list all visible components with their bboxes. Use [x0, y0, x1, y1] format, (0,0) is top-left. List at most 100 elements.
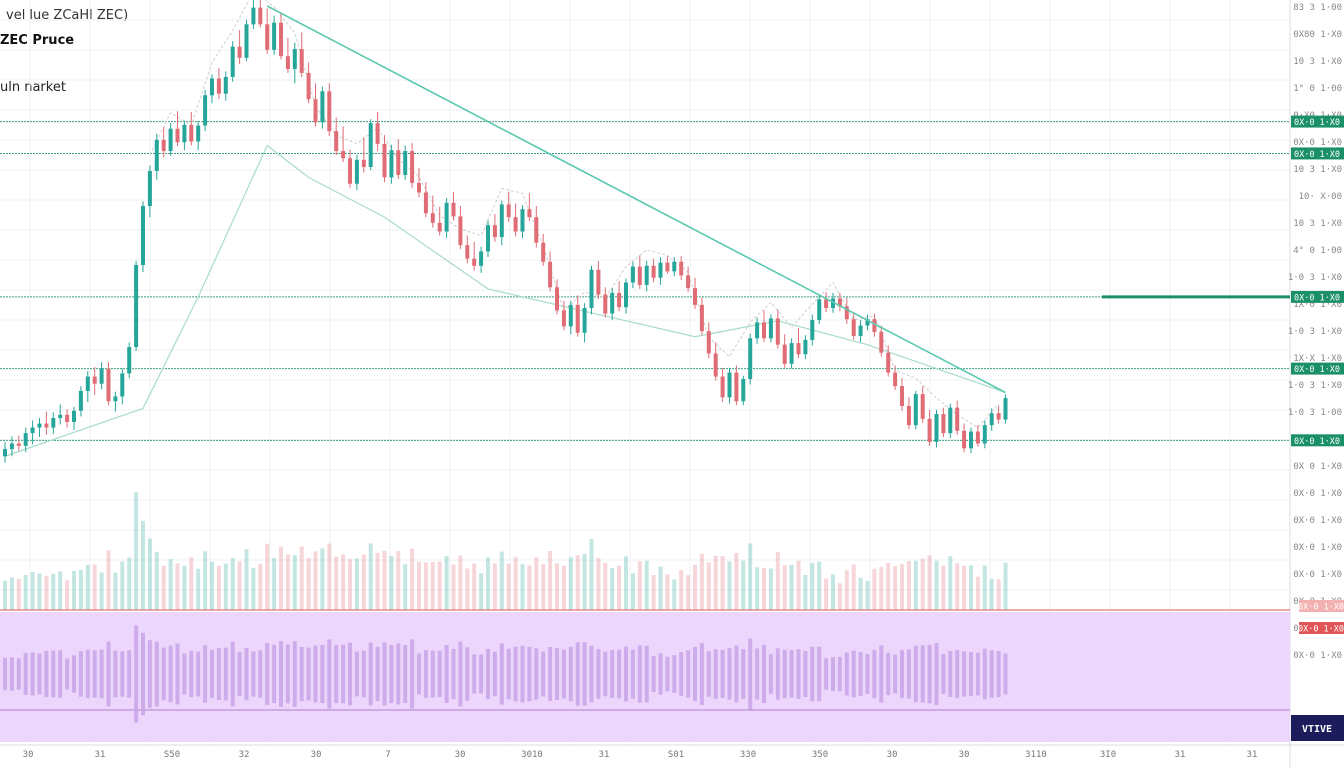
- oscillator-bar: [768, 654, 773, 694]
- volume-bar: [982, 565, 987, 610]
- oscillator-bar: [465, 647, 470, 701]
- oscillator-bar: [969, 651, 973, 697]
- oscillator-bar: [541, 651, 546, 697]
- oscillator-bar: [844, 652, 849, 696]
- candle-body: [782, 344, 787, 364]
- candle-body: [879, 331, 884, 353]
- price-tick-label: 0X·0 1·X0: [1293, 570, 1342, 580]
- oscillator-bar: [693, 646, 697, 702]
- oscillator-bar: [782, 649, 787, 699]
- time-axis[interactable]: 30 31 S50 32 30 7 30 3010 31 S01 330 350 30 30 3110 3I0…: [23, 750, 1258, 760]
- candle-body: [341, 151, 346, 159]
- candle-body: [796, 343, 801, 355]
- volume-bar: [389, 555, 394, 610]
- volume-bar: [941, 565, 946, 610]
- volume-bar: [886, 562, 891, 610]
- candle-body: [810, 319, 815, 340]
- oscillator-bar: [147, 640, 152, 708]
- volume-bar: [486, 557, 490, 610]
- candle-body: [665, 262, 670, 272]
- volume-bar: [796, 560, 801, 610]
- candle-body: [396, 150, 401, 175]
- oscillator-bar: [154, 641, 159, 707]
- volume-bar: [51, 573, 56, 610]
- oscillator-bar: [368, 642, 373, 706]
- volume-bar: [210, 561, 214, 610]
- time-tick-label: 3I0: [1100, 750, 1116, 760]
- volume-bar: [900, 564, 904, 610]
- candle-body: [320, 91, 325, 123]
- volume-bar: [230, 558, 235, 610]
- volume-bar: [92, 564, 97, 610]
- oscillator-bar: [285, 644, 290, 704]
- oscillator-bar: [582, 642, 587, 706]
- candle-body: [658, 262, 663, 278]
- oscillator-bar: [506, 648, 511, 700]
- volume-bar: [962, 565, 967, 610]
- volume-bar: [120, 561, 125, 610]
- oscillator-bar: [410, 639, 415, 709]
- candle-body: [327, 91, 332, 132]
- oscillator-bar: [872, 649, 877, 699]
- candle-body: [568, 304, 573, 327]
- volume-bar: [37, 573, 42, 610]
- oscillator-bar: [962, 651, 967, 697]
- volume-bar: [375, 552, 380, 610]
- candle-body: [361, 159, 366, 167]
- moving-average: [4, 0, 1006, 457]
- volume-bar: [458, 555, 463, 610]
- oscillator-bar: [796, 649, 801, 699]
- oscillator-bar: [920, 645, 925, 703]
- oscillator-bar: [672, 655, 677, 693]
- volume-bar: [727, 561, 732, 610]
- candle-body: [472, 258, 477, 266]
- oscillator-bar: [479, 654, 484, 694]
- candle-body: [265, 24, 270, 50]
- oscillator-bar: [65, 658, 70, 690]
- candle-body: [147, 170, 152, 207]
- oscillator-bar: [720, 649, 725, 699]
- oscillator-bar: [900, 650, 904, 698]
- candle-body: [368, 123, 373, 167]
- price-tick-label: 4° 0 1·00: [1293, 246, 1342, 256]
- volume-bar: [548, 551, 553, 610]
- oscillator-bar: [575, 642, 580, 706]
- oscillator-bar: [451, 648, 456, 700]
- candle-body: [969, 431, 973, 449]
- oscillator-bar: [72, 655, 76, 693]
- time-tick-label: 30: [311, 750, 322, 760]
- candle-body: [65, 414, 70, 422]
- candle-body: [423, 192, 428, 214]
- candle-body: [630, 266, 635, 283]
- price-tick-label: 1X·X 1·X0: [1293, 354, 1342, 364]
- volume-bar: [313, 551, 318, 610]
- volume-bar: [906, 561, 911, 610]
- time-tick-label: S01: [668, 750, 684, 760]
- candle-body: [844, 306, 849, 320]
- candle-body: [486, 225, 490, 252]
- candle-body: [548, 261, 553, 288]
- volume-bar: [334, 556, 339, 610]
- volume-bar: [693, 564, 697, 610]
- volume-bar: [893, 566, 898, 610]
- candle-body: [389, 150, 394, 178]
- candle-body: [768, 318, 773, 339]
- price-tag: [1299, 600, 1344, 612]
- candle-body: [741, 378, 746, 402]
- volume-bar: [589, 539, 594, 610]
- volume-bar: [706, 562, 711, 610]
- volume-bar: [610, 568, 615, 610]
- candle-body: [589, 269, 594, 309]
- oscillator-bar: [389, 644, 394, 704]
- chart-title: ZEC Pruce: [0, 33, 75, 48]
- volume-bar: [561, 565, 566, 610]
- candle-body: [37, 423, 42, 428]
- oscillator-bar: [934, 643, 939, 705]
- candle-body: [499, 204, 504, 238]
- chart-subtitle: uln narket: [0, 80, 66, 95]
- volume-bar: [244, 549, 249, 610]
- price-tick-label: 0X80 1·X0: [1293, 30, 1342, 40]
- price-tick-label: 10 3 1·X0: [1293, 57, 1342, 67]
